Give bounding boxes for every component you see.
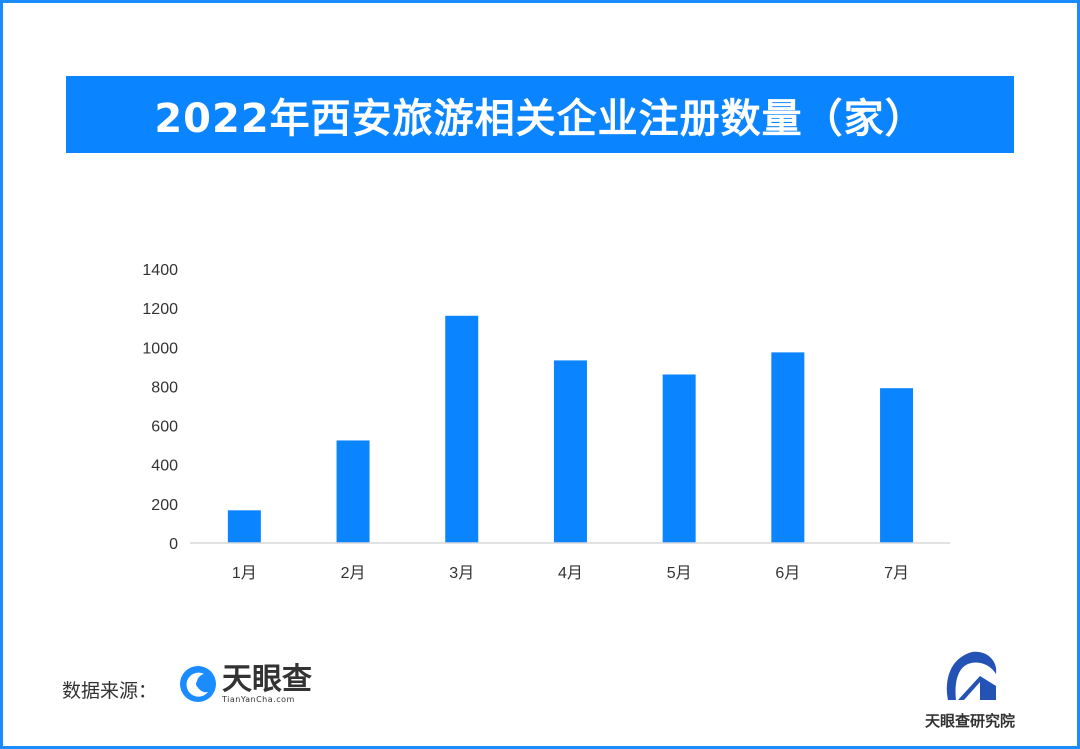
chart-title: 2022年西安旅游相关企业注册数量（家） — [66, 76, 1014, 153]
x-tick-label: 3月 — [449, 565, 474, 582]
institute-mountain-icon — [946, 651, 997, 700]
y-tick-label: 1400 — [142, 262, 178, 279]
source-label: 数据来源： — [62, 680, 158, 702]
bar-4月 — [553, 360, 587, 543]
x-tick-label: 6月 — [775, 565, 800, 582]
bar-6月 — [771, 352, 805, 543]
bar-1月 — [227, 510, 261, 543]
x-tick-label: 7月 — [884, 565, 909, 582]
tianyancha-logo: 天眼查 TianYanCha.com — [178, 664, 312, 704]
x-tick-label: 2月 — [341, 565, 366, 582]
y-tick-label: 200 — [151, 497, 178, 514]
bar-2月 — [336, 440, 370, 543]
x-tick-label: 1月 — [232, 565, 257, 582]
x-tick-label: 4月 — [558, 565, 583, 582]
y-tick-label: 1200 — [142, 301, 178, 318]
institute-logo: 天眼查研究院 — [915, 650, 1025, 731]
bar-5月 — [662, 374, 696, 543]
y-tick-label: 0 — [169, 536, 178, 553]
y-tick-label: 600 — [151, 419, 178, 436]
x-tick-label: 5月 — [667, 565, 692, 582]
y-tick-label: 1000 — [142, 340, 178, 357]
bar-7月 — [880, 388, 914, 543]
y-tick-label: 800 — [151, 379, 178, 396]
tianyancha-eye-icon — [180, 666, 216, 702]
bar-3月 — [445, 315, 479, 543]
y-tick-label: 400 — [151, 458, 178, 475]
